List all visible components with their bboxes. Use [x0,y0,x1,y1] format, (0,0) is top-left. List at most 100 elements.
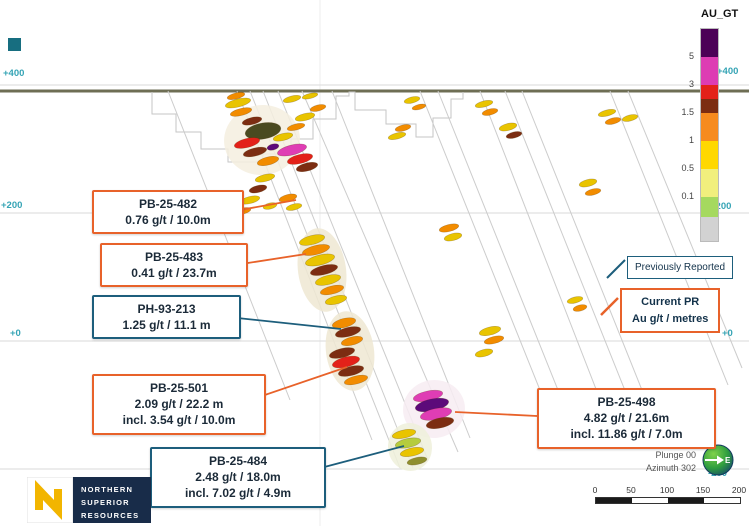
assay-interval [584,188,602,196]
assay-interval [266,143,280,151]
legend-color-segment [701,29,718,57]
assay-interval [294,112,316,122]
legend-tick-label: 1.5 [681,107,694,117]
hole-id: PB-25-498 [597,395,656,409]
assay-interval [272,132,294,142]
legend-color-segment [701,217,718,241]
assay-interval [315,274,341,286]
assay-interval [287,153,313,165]
east-direction-label: E [725,456,731,465]
current-pr-units: Au g/t / metres [632,312,709,325]
callout-leader-line [227,316,342,330]
assay-interval [340,335,364,347]
callout-pb-25-498: PB-25-498 4.82 g/t / 21.6m incl. 11.86 g… [537,388,716,449]
corner-marker-square [8,38,21,51]
assay-interval [566,296,584,304]
previously-reported-line-icon [606,259,626,279]
assay-interval [295,161,319,173]
assay-interval [621,114,639,122]
assay-interval [438,223,460,233]
azimuth-label: Azimuth 302 [645,463,696,474]
hole-id: PH-93-213 [137,302,196,316]
assay-interval [332,317,356,329]
hole-id: PB-25-484 [208,454,268,468]
drill-trace [479,90,611,426]
callout-leader-line [312,445,405,471]
callout-pb-25-483: PB-25-483 0.41 g/t / 23.7m [100,243,248,288]
scalebar-tick-label: 200 [731,485,747,495]
callout-ph-93-213: PH-93-213 1.25 g/t / 11.1 m [92,295,241,340]
company-name-line: NORTHERN [81,485,134,494]
legend-previously-reported: Previously Reported [627,256,734,279]
assay-interval [286,123,306,131]
assay-interval [332,355,360,369]
drill-trace [437,90,575,431]
assay-interval [310,264,338,276]
scalebar-segment [668,498,704,503]
legend-color-segment [701,197,718,217]
assay-interval [244,122,282,140]
assay-interval [324,294,348,306]
scalebar-segment [632,498,668,503]
company-name-line: SUPERIOR [81,497,130,507]
assay-interval [399,447,425,457]
orientation-globe-icon: E [702,444,734,476]
callout-leader-line [252,366,348,400]
drill-trace [277,90,429,461]
assay-interval [474,100,494,108]
assay-interval [498,122,518,132]
assay-interval [234,137,260,149]
assay-interval [578,178,598,188]
drill-trace [331,90,471,439]
assay-interval [394,437,422,449]
scalebar-segment [704,498,740,503]
assay-interval [282,95,302,103]
drill-trace [521,90,655,421]
assay-interval [403,96,421,104]
assay-included-value: incl. 7.02 g/t / 4.9m [184,486,292,501]
elevation-label: +400 [717,66,739,77]
assay-interval [248,184,268,194]
callout-pb-25-482: PB-25-482 0.76 g/t / 10.0m [92,190,244,235]
assay-included-value: incl. 3.54 g/t / 10.0m [122,413,236,428]
previously-reported-label: Previously Reported [635,262,726,273]
legend-color-segment [701,141,718,169]
assay-interval [225,97,251,109]
assay-interval [254,173,276,183]
elevation-label: +0 [10,328,21,339]
assay-value: 1.25 g/t / 11.1 m [122,318,211,333]
assay-interval [505,131,523,139]
assay-interval [394,124,412,132]
hole-id: PB-25-483 [144,250,204,264]
legend-color-segment [701,57,718,85]
assay-interval [309,104,327,112]
drill-trace [609,90,729,386]
assay-interval [229,107,253,117]
grade-legend-ticks: 5 3 1.5 1 0.5 0.1 [668,28,697,240]
company-logo-mark [27,477,73,523]
legend-current-pr: Current PR Au g/t / metres [620,288,721,333]
plunge-label: Plunge 00 [655,450,696,460]
callout-leader-line [454,411,538,417]
legend-color-segment [701,99,718,113]
assay-interval [406,456,428,466]
assay-interval [335,326,361,338]
assay-interval [443,232,463,242]
legend-tick-label: 0.1 [681,191,694,201]
scalebar-tick-label: 150 [695,485,711,495]
assay-interval [344,374,368,386]
assay-interval [338,365,364,377]
assay-interval [301,92,319,100]
topo-outline [151,91,464,163]
elevation-label: +400 [3,68,25,79]
current-pr-line-icon [600,297,619,316]
assay-interval [243,146,267,158]
assay-interval [387,132,407,140]
legend-tick-label: 1 [688,135,694,145]
assay-interval [483,335,505,345]
drill-trace [419,90,557,431]
callout-pb-25-501: PB-25-501 2.09 g/t / 22.2 m incl. 3.54 g… [92,374,266,435]
drill-trace [504,90,641,429]
grade-legend-colorbar [700,28,719,242]
company-logo: NORTHERN SUPERIOR RESOURCES [27,477,151,523]
